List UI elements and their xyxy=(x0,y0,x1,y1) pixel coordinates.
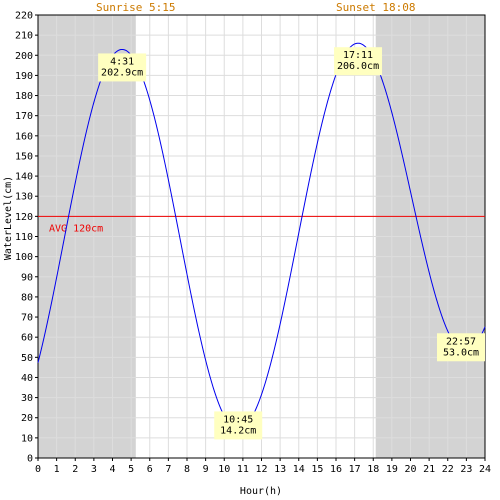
x-tick-label: 7 xyxy=(165,464,171,475)
y-tick-label: 20 xyxy=(21,413,33,424)
x-tick-label: 1 xyxy=(54,464,60,475)
average-label: AVG 120cm xyxy=(49,223,103,234)
y-tick-label: 110 xyxy=(15,232,33,243)
y-tick-label: 200 xyxy=(15,51,33,62)
y-tick-label: 70 xyxy=(21,313,33,324)
x-tick-label: 21 xyxy=(423,464,435,475)
x-tick-label: 19 xyxy=(386,464,398,475)
x-tick-label: 4 xyxy=(109,464,115,475)
extremum-time: 22:57 xyxy=(446,336,476,347)
y-tick-label: 150 xyxy=(15,151,33,162)
y-tick-label: 140 xyxy=(15,172,33,183)
sunset-label: Sunset 18:08 xyxy=(336,1,415,14)
y-tick-label: 0 xyxy=(27,454,33,465)
y-axis-label: WaterLevel(cm) xyxy=(3,176,14,260)
y-tick-label: 30 xyxy=(21,393,33,404)
average-line-group: AVG 120cm xyxy=(38,215,485,234)
annotation-background xyxy=(214,411,263,440)
y-tick-label: 80 xyxy=(21,292,33,303)
y-tick-label: 60 xyxy=(21,333,33,344)
y-tick-label: 180 xyxy=(15,91,33,102)
y-tick-label: 90 xyxy=(21,272,33,283)
x-tick-label: 14 xyxy=(293,464,305,475)
x-tick-label: 0 xyxy=(35,464,41,475)
x-tick-label: 22 xyxy=(442,464,454,475)
extremum-level: 206.0cm xyxy=(337,61,379,72)
x-tick-label: 20 xyxy=(404,464,416,475)
x-tick-label: 2 xyxy=(72,464,78,475)
extremum-level: 202.9cm xyxy=(101,67,143,78)
y-tick-label: 170 xyxy=(15,111,33,122)
x-tick-label: 18 xyxy=(367,464,379,475)
y-tick-label: 120 xyxy=(15,212,33,223)
annotation-background xyxy=(437,333,485,362)
y-tick-label: 220 xyxy=(15,11,33,22)
x-tick-label: 16 xyxy=(330,464,342,475)
y-axis-ticks: 0 10 20 30 40 50 60 70 80 90 100 110 120 130 140 150 160… xyxy=(15,11,38,465)
x-tick-label: 17 xyxy=(349,464,361,475)
x-tick-label: 5 xyxy=(128,464,134,475)
x-tick-label: 3 xyxy=(91,464,97,475)
extremum-level: 53.0cm xyxy=(443,347,479,358)
extremum-level: 14.2cm xyxy=(220,425,256,436)
annotation-background xyxy=(334,47,383,76)
x-tick-label: 11 xyxy=(237,464,249,475)
x-tick-label: 24 xyxy=(479,464,491,475)
x-tick-label: 6 xyxy=(147,464,153,475)
x-tick-label: 8 xyxy=(184,464,190,475)
x-axis-label: Hour(h) xyxy=(240,486,282,497)
extremum-time: 17:11 xyxy=(343,50,373,61)
y-tick-label: 100 xyxy=(15,252,33,263)
x-tick-label: 10 xyxy=(218,464,230,475)
y-tick-label: 130 xyxy=(15,192,33,203)
x-tick-label: 9 xyxy=(203,464,209,475)
x-tick-label: 23 xyxy=(460,464,472,475)
x-tick-label: 13 xyxy=(274,464,286,475)
y-tick-label: 160 xyxy=(15,131,33,142)
y-tick-label: 210 xyxy=(15,31,33,42)
sunrise-label: Sunrise 5:15 xyxy=(96,1,175,14)
x-tick-label: 12 xyxy=(255,464,267,475)
annotation-background xyxy=(98,53,147,82)
x-axis-ticks: 0 1 2 3 4 5 6 7 8 9 10 11 12 13 14 15 16 17 18 19 20 21 22 23 24 xyxy=(35,458,491,475)
y-tick-label: 10 xyxy=(21,433,33,444)
x-tick-label: 15 xyxy=(311,464,323,475)
y-tick-label: 190 xyxy=(15,71,33,82)
y-tick-label: 40 xyxy=(21,373,33,384)
extremum-time: 10:45 xyxy=(223,414,253,425)
y-tick-label: 50 xyxy=(21,353,33,364)
extremum-time: 4:31 xyxy=(110,56,134,67)
